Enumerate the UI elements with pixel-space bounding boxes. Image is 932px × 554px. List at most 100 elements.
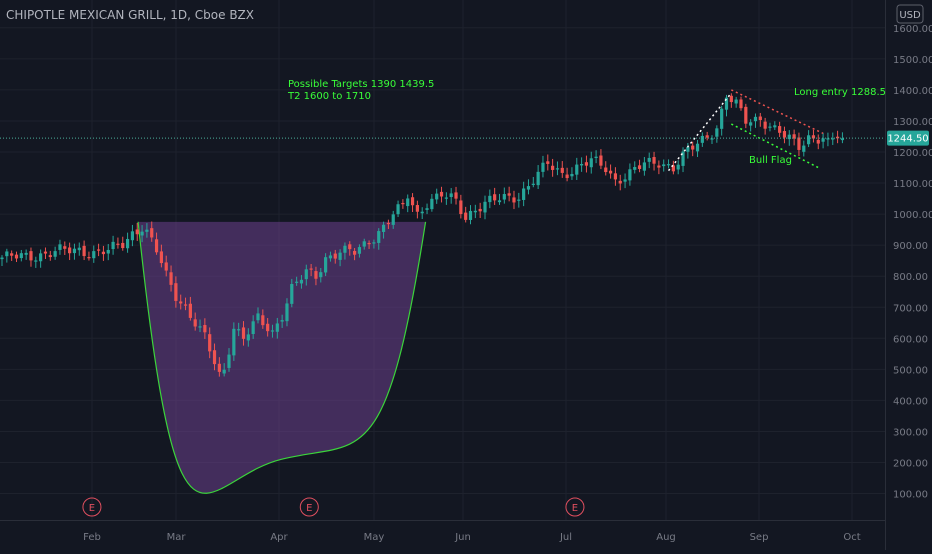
candle-body [310,268,313,269]
candle-body [464,213,467,220]
earnings-marker-label: E [89,503,95,514]
candle-body [556,168,559,169]
candle-body [759,117,762,121]
candle-body [575,165,578,175]
candle-body [435,194,438,200]
candle-body [401,203,404,204]
candle-body [488,196,491,202]
candle-body [614,173,617,179]
candle-body [73,249,76,253]
candle-body [474,211,477,213]
time-tick-label: Sep [750,532,769,543]
candle-body [696,144,699,152]
candle-body [358,247,361,254]
candle-body [783,131,786,137]
candle-body [532,184,535,185]
candle-body [348,244,351,249]
time-tick-label: Jul [559,532,572,543]
candle-body [218,364,221,372]
candle-body [537,172,540,185]
candle-body [826,138,829,139]
price-tick-label: 1500.00 [893,55,932,66]
price-tick-label: 1000.00 [893,210,932,221]
candle-body [648,158,651,162]
candle-body [329,255,332,258]
candle-body [68,247,71,253]
candle-body [633,167,636,170]
candle-body [730,96,733,102]
candle-body [300,280,303,284]
candle-body [372,242,375,243]
price-tick-label: 1100.00 [893,179,932,190]
symbol-title: CHIPOTLE MEXICAN GRILL, 1D, Cboe BZX [6,8,254,22]
candle-body [213,350,216,364]
candle-body [686,147,689,152]
candle-body [768,127,771,128]
candle-body [271,330,274,331]
targets-annotation-line1: Possible Targets 1390 1439.5 [288,79,434,90]
candle-body [252,321,255,334]
candle-body [295,282,298,283]
candle-body [198,326,201,327]
candle-body [744,107,747,124]
candle-body [126,239,129,248]
candle-body [319,272,322,277]
candle-body [416,205,419,212]
candle-body [334,254,337,259]
candle-body [165,262,168,270]
candle-body [111,242,114,249]
candle-body [208,334,211,351]
candle-body [169,272,172,285]
time-tick-label: Apr [270,532,288,543]
candle-body [339,253,342,260]
candle-body [363,241,366,246]
candle-body [406,198,409,206]
candle-body [590,158,593,167]
candle-body [566,175,569,178]
price-axis[interactable]: 100.00200.00300.00400.00500.00600.00700.… [886,0,932,550]
candle-body [720,109,723,129]
candle-body [396,204,399,214]
candle-body [382,225,385,232]
candle-body [493,194,496,200]
candle-body [290,284,293,304]
candle-body [232,329,235,356]
grid-lines [0,0,885,520]
candle-body [377,231,380,243]
candle-body [189,304,192,318]
candle-body [387,223,390,224]
candle-body [237,329,240,330]
candle-body [15,255,18,259]
candle-body [44,252,47,254]
price-tick-label: 1600.00 [893,24,932,35]
price-tick-label: 300.00 [893,427,928,438]
candle-body [430,199,433,209]
price-tick-label: 1300.00 [893,117,932,128]
candle-body [136,229,139,234]
candle-body [425,208,428,210]
candle-body [541,163,544,172]
long-entry-annotation: Long entry 1288.5 [794,87,886,98]
candle-body [63,246,66,249]
candle-body [570,174,573,176]
candle-body [585,162,588,165]
candle-body [256,313,259,320]
candle-body [281,320,284,322]
candle-body [440,192,443,197]
candle-body [450,193,453,197]
candle-body [459,200,462,214]
earnings-marker-label: E [572,503,578,514]
price-tick-label: 1400.00 [893,86,932,97]
candle-body [179,301,182,303]
candle-body [619,181,622,184]
candle-body [87,257,90,258]
candle-body [807,135,810,144]
time-tick-label: Mar [167,532,187,543]
candle-body [266,324,269,331]
candle-body [527,186,530,189]
time-tick-label: May [364,532,385,543]
